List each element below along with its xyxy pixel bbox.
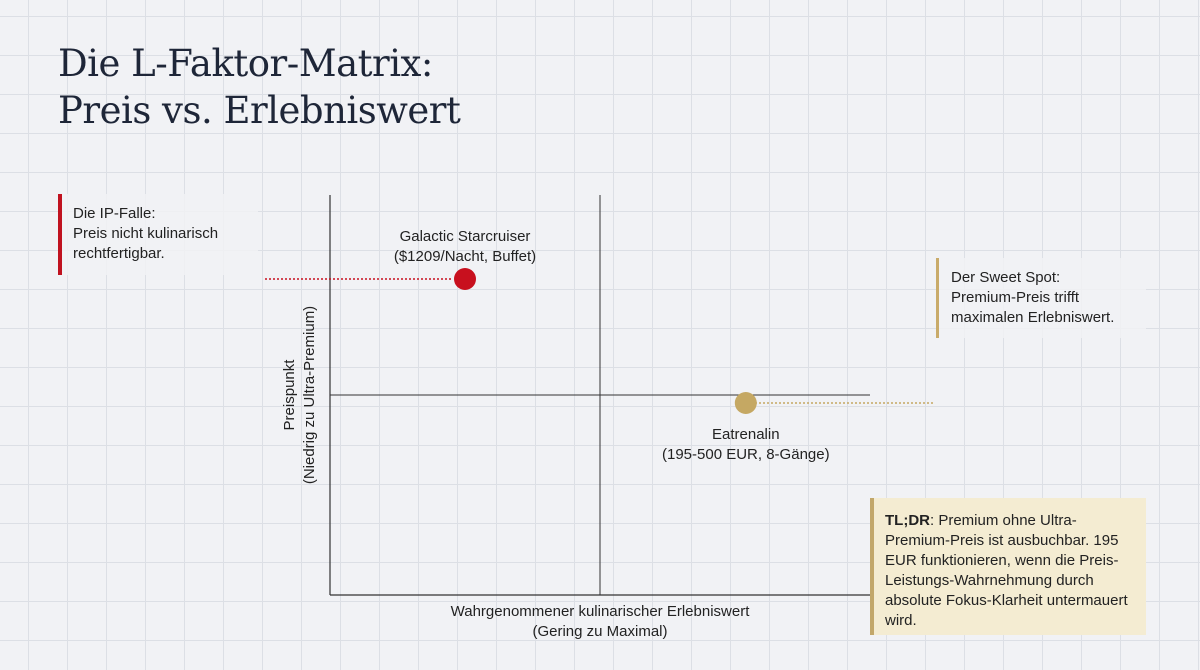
callout-line: Die IP-Falle: xyxy=(73,205,156,222)
y-axis-label: Preispunkt (Niedrig zu Ultra-Premium) xyxy=(280,306,320,484)
point-galactic-starcruiser xyxy=(454,268,476,290)
page-title: Die L-Faktor-Matrix: Preis vs. Erlebnisw… xyxy=(58,40,461,134)
title-line-2: Preis vs. Erlebniswert xyxy=(58,89,461,132)
point-detail: (195-500 EUR, 8-Gänge) xyxy=(662,446,830,463)
ip-trap-callout: Die IP-Falle: Preis nicht kulinarisch re… xyxy=(58,194,258,275)
point-name: Galactic Starcruiser xyxy=(399,228,531,245)
callout-line: Preis nicht kulinarisch xyxy=(73,225,219,242)
x-axis-subtitle: (Gering zu Maximal) xyxy=(532,623,668,640)
sweet-spot-callout: Der Sweet Spot: Premium-Preis trifft max… xyxy=(936,258,1146,338)
y-axis-subtitle: (Niedrig zu Ultra-Premium) xyxy=(301,305,318,485)
callout-line: Premium-Preis trifft xyxy=(951,289,1080,306)
callout-line: Der Sweet Spot: xyxy=(951,269,1061,286)
tldr-text: : Premium ohne Ultra-Premium-Preis ist a… xyxy=(885,512,1128,629)
x-axis-title: Wahrgenommener kulinarischer Erlebniswer… xyxy=(450,603,750,620)
point-label-eatrenalin: Eatrenalin (195-500 EUR, 8-Gänge) xyxy=(662,425,830,465)
point-name: Eatrenalin xyxy=(712,426,780,443)
point-label-galactic-starcruiser: Galactic Starcruiser ($1209/Nacht, Buffe… xyxy=(394,227,536,267)
point-eatrenalin xyxy=(734,392,757,414)
x-axis-label: Wahrgenommener kulinarischer Erlebniswer… xyxy=(451,602,750,642)
callout-line: maximalen Erlebniswert. xyxy=(951,309,1115,326)
callout-line: rechtfertigbar. xyxy=(73,245,165,262)
title-line-1: Die L-Faktor-Matrix: xyxy=(58,42,433,85)
tldr-box: TL;DR: Premium ohne Ultra-Premium-Preis … xyxy=(870,498,1146,635)
tldr-label: TL;DR xyxy=(885,512,930,529)
point-detail: ($1209/Nacht, Buffet) xyxy=(393,248,537,265)
y-axis-title: Preispunkt xyxy=(281,359,298,431)
